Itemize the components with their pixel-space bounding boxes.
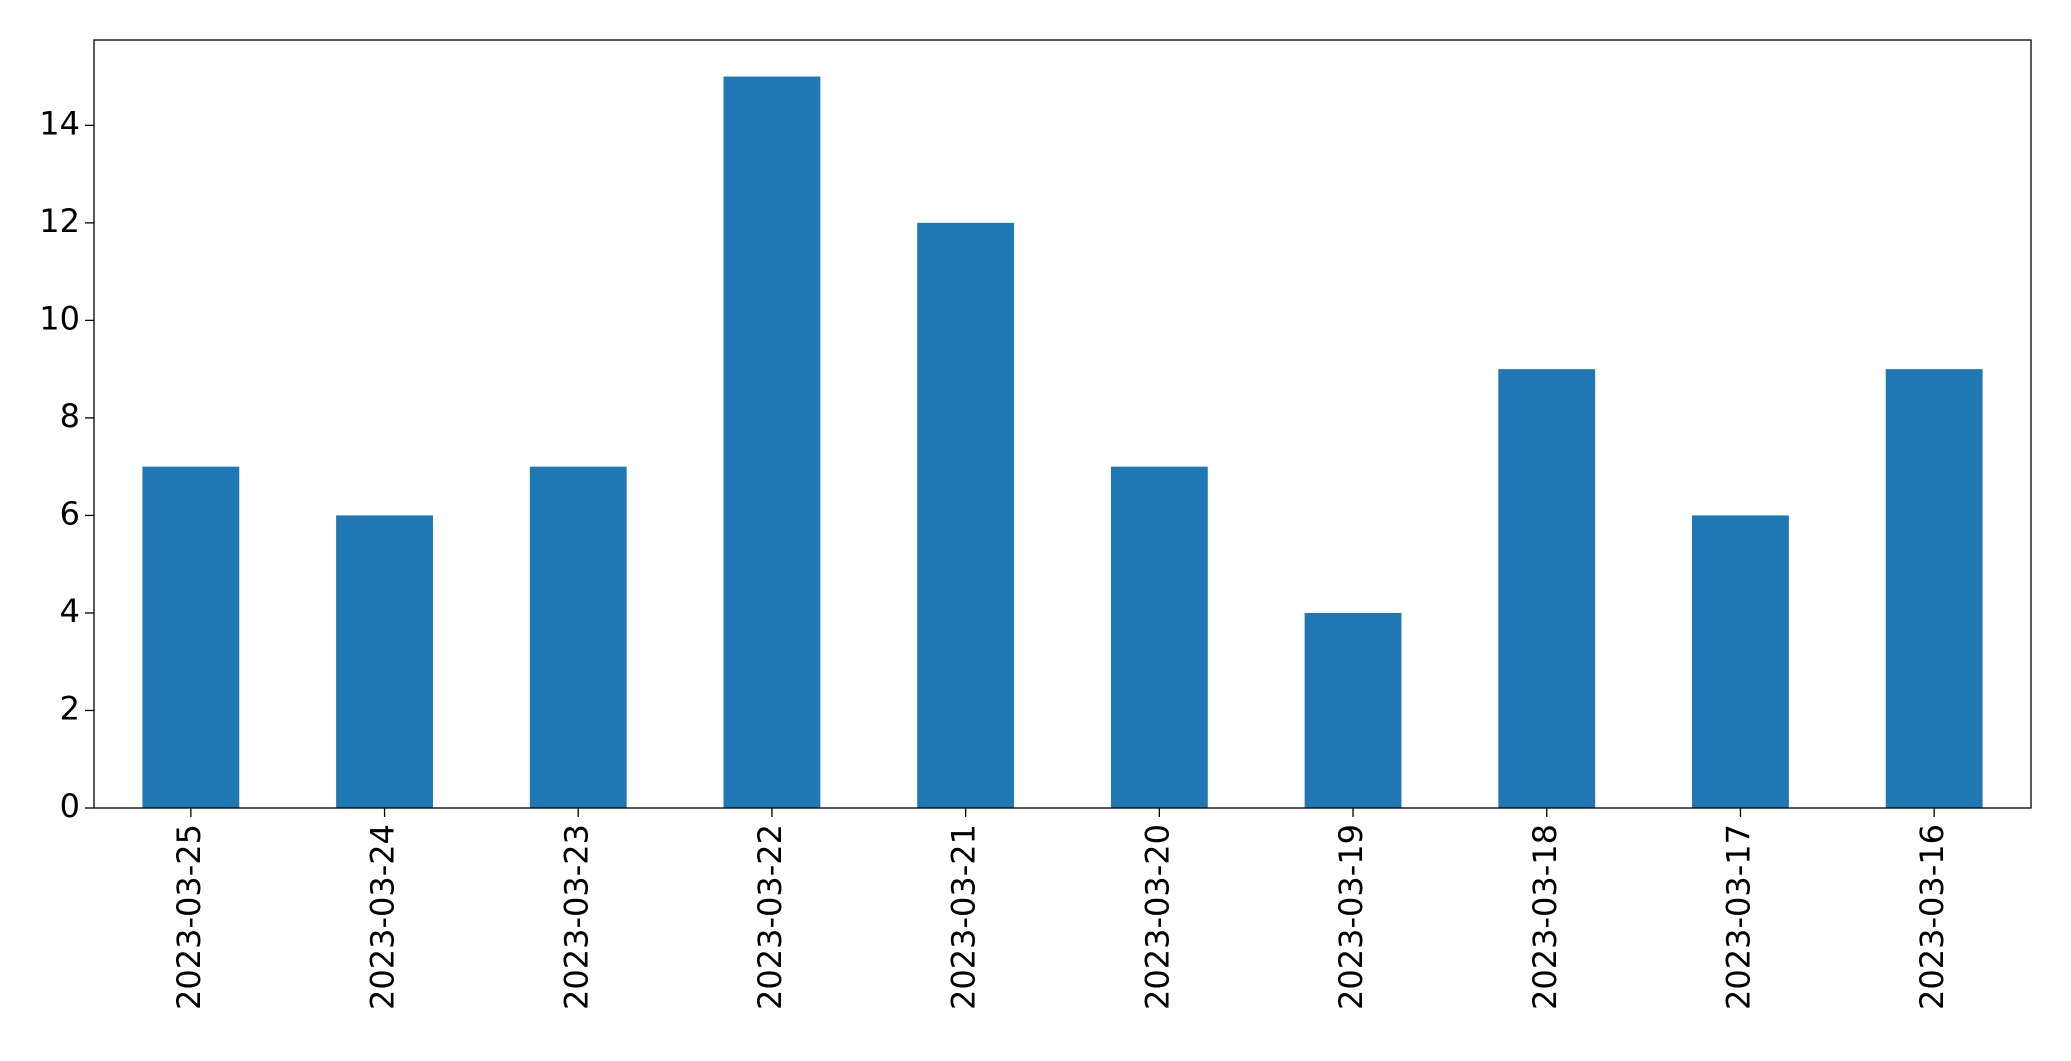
x-tick-label: 2023-03-16 [1913,824,1951,1010]
bar [529,466,627,808]
y-tick-label: 12 [39,202,80,240]
bar [1498,369,1596,808]
bar [142,466,240,808]
bar [1692,515,1789,808]
bar [336,515,433,808]
bar [1110,466,1208,808]
x-tick-label: 2023-03-24 [364,824,402,1010]
y-tick-label: 0 [60,787,80,825]
bar [723,76,821,809]
y-tick-label: 10 [39,299,80,337]
y-tick-label: 8 [60,397,80,435]
x-tick-label: 2023-03-17 [1719,824,1757,1010]
y-tick-label: 6 [60,494,80,532]
x-tick-label: 2023-03-20 [1138,824,1176,1010]
bar [1885,369,1983,808]
x-tick-label: 2023-03-19 [1332,824,1370,1010]
x-tick-label: 2023-03-25 [170,824,208,1010]
x-tick-label: 2023-03-22 [751,824,789,1010]
y-tick-label: 4 [60,592,80,630]
y-tick-label: 2 [60,689,80,727]
x-tick-label: 2023-03-21 [945,824,983,1010]
plot-frame [93,39,2032,809]
bar [917,222,1015,808]
y-tick-label: 14 [39,104,80,142]
bar [1304,612,1402,808]
x-tick-label: 2023-03-18 [1526,824,1564,1010]
x-tick-label: 2023-03-23 [557,824,595,1010]
